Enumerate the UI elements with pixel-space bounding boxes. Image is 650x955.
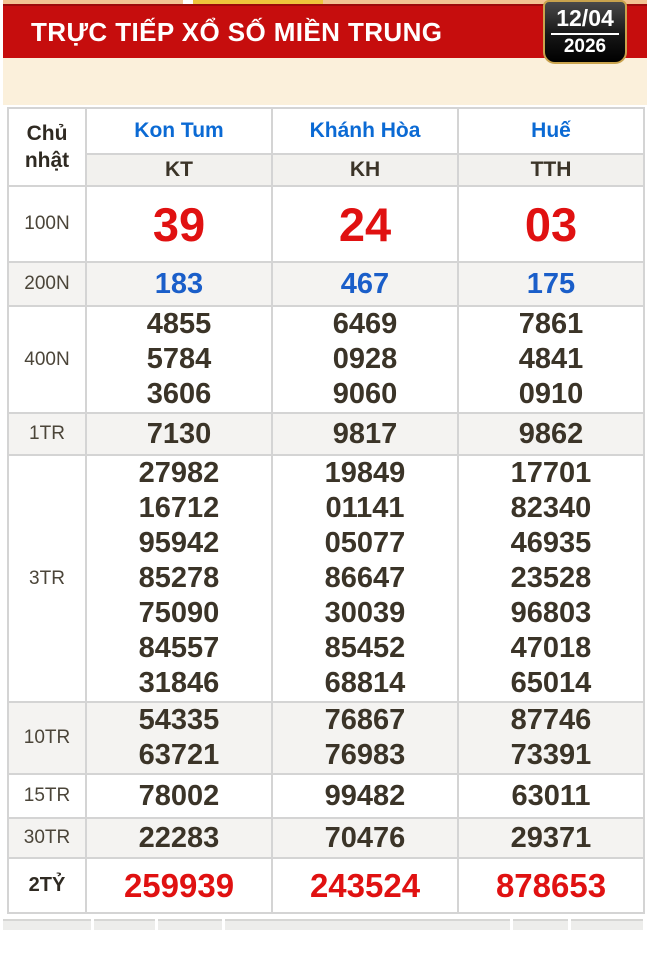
prize-row-3tr: 3TR 27982 16712 95942 85278 75090 84557 …	[7, 454, 645, 703]
spacer-band	[3, 58, 647, 105]
prize-value: 6469 0928 9060	[271, 305, 459, 414]
province-code-row: KT KH TTH	[8, 153, 645, 187]
prize-value: 03	[457, 185, 645, 263]
draw-year: 2026	[563, 36, 607, 57]
stub-cell	[513, 919, 568, 930]
prize-row-200n: 200N 183 467 175	[7, 261, 645, 307]
prize-label: 400N	[7, 305, 87, 414]
prize-row-1tr: 1TR 7130 9817 9862	[7, 412, 645, 456]
prize-label: 3TR	[7, 454, 87, 703]
province-link-hue[interactable]: Huế	[531, 119, 571, 142]
prize-value: 63011	[457, 773, 645, 819]
prize-value: 467	[271, 261, 459, 307]
lottery-results-table: Chủ nhật Kon Tum Khánh Hòa Huế KT KH TTH…	[7, 107, 645, 914]
prize-value: 27982 16712 95942 85278 75090 84557 3184…	[85, 454, 273, 703]
prize-value: 22283	[85, 817, 273, 859]
province-code-kt: KT	[85, 153, 273, 187]
prize-value: 70476	[271, 817, 459, 859]
province-link-kon-tum[interactable]: Kon Tum	[134, 119, 224, 142]
prize-value: 175	[457, 261, 645, 307]
prize-value: 9817	[271, 412, 459, 456]
prize-label: 30TR	[7, 817, 87, 859]
prize-label: 15TR	[7, 773, 87, 819]
header-banner: TRỰC TIẾP XỔ SỐ MIỀN TRUNG 12/04 2026	[3, 0, 647, 64]
province-code-kh: KH	[271, 153, 459, 187]
stub-cell	[94, 919, 155, 930]
prize-row-100n: 100N 39 24 03	[7, 185, 645, 263]
stub-cell	[3, 919, 91, 930]
prize-value: 17701 82340 46935 23528 96803 47018 6501…	[457, 454, 645, 703]
next-table-stub	[3, 919, 647, 930]
prize-row-2ty: 2TỶ 259939 243524 878653	[7, 857, 645, 914]
prize-label: 10TR	[7, 701, 87, 775]
prize-value: 4855 5784 3606	[85, 305, 273, 414]
prize-value: 19849 01141 05077 86647 30039 85452 6881…	[271, 454, 459, 703]
prize-label: 100N	[7, 185, 87, 263]
province-link-khanh-hoa[interactable]: Khánh Hòa	[309, 119, 421, 142]
top-tab-strip	[3, 0, 647, 4]
prize-row-15tr: 15TR 78002 99482 63011	[7, 773, 645, 819]
prize-value: 39	[85, 185, 273, 263]
stub-cell	[225, 919, 510, 930]
stub-cell	[158, 919, 222, 930]
province-code-tth: TTH	[457, 153, 645, 187]
prize-value: 7861 4841 0910	[457, 305, 645, 414]
draw-date: 12/04	[551, 5, 619, 35]
prize-row-400n: 400N 4855 5784 3606 6469 0928 9060 7861 …	[7, 305, 645, 414]
prize-label: 1TR	[7, 412, 87, 456]
prize-value: 76867 76983	[271, 701, 459, 775]
prize-value: 259939	[85, 857, 273, 914]
prize-value: 878653	[457, 857, 645, 914]
prize-label: 2TỶ	[7, 857, 87, 914]
prize-value: 183	[85, 261, 273, 307]
prize-label: 200N	[7, 261, 87, 307]
prize-value: 87746 73391	[457, 701, 645, 775]
province-name-row: Chủ nhật Kon Tum Khánh Hòa Huế	[7, 107, 645, 187]
prize-row-10tr: 10TR 54335 63721 76867 76983 87746 73391	[7, 701, 645, 775]
prize-value: 243524	[271, 857, 459, 914]
prize-row-30tr: 30TR 22283 70476 29371	[7, 817, 645, 859]
prize-value: 54335 63721	[85, 701, 273, 775]
stub-cell	[571, 919, 643, 930]
prize-value: 24	[271, 185, 459, 263]
prize-value: 9862	[457, 412, 645, 456]
date-badge: 12/04 2026	[543, 0, 627, 64]
prize-value: 7130	[85, 412, 273, 456]
prize-value: 29371	[457, 817, 645, 859]
prize-value: 78002	[85, 773, 273, 819]
prize-value: 99482	[271, 773, 459, 819]
page-title: TRỰC TIẾP XỔ SỐ MIỀN TRUNG	[31, 16, 443, 47]
day-label: Chủ nhật	[7, 107, 87, 187]
